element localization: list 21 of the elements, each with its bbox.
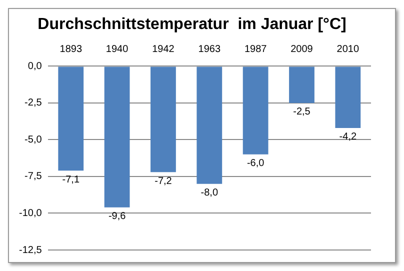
x-tick-label: 2009 (290, 44, 314, 55)
x-tick-label: 1987 (244, 44, 268, 55)
data-label: -7,2 (154, 176, 172, 187)
x-tick-label: 1963 (198, 44, 221, 55)
x-tick-label: 1942 (152, 44, 175, 55)
data-label: -4,2 (339, 132, 357, 143)
data-label: -7,1 (62, 174, 80, 186)
data-label: -6,0 (246, 158, 265, 170)
data-label: -8,0 (200, 188, 218, 199)
y-tick-label: 0,0 (28, 60, 42, 72)
data-label: -9,6 (108, 211, 126, 222)
y-tick-label: -7,5 (24, 171, 42, 182)
x-tick-label: 1940 (106, 44, 129, 55)
y-tick-label: -2,5 (24, 98, 42, 109)
y-tick-label: -5,0 (24, 134, 42, 146)
y-tick-label: -10,0 (18, 208, 42, 219)
x-tick-label: 2010 (336, 44, 360, 55)
chart-title: Durchschnittstemperatur im Januar [°C] (38, 16, 346, 34)
data-label: -2,5 (293, 106, 311, 118)
y-tick-label: -12,5 (18, 244, 42, 256)
x-tick-label: 1893 (60, 44, 82, 55)
